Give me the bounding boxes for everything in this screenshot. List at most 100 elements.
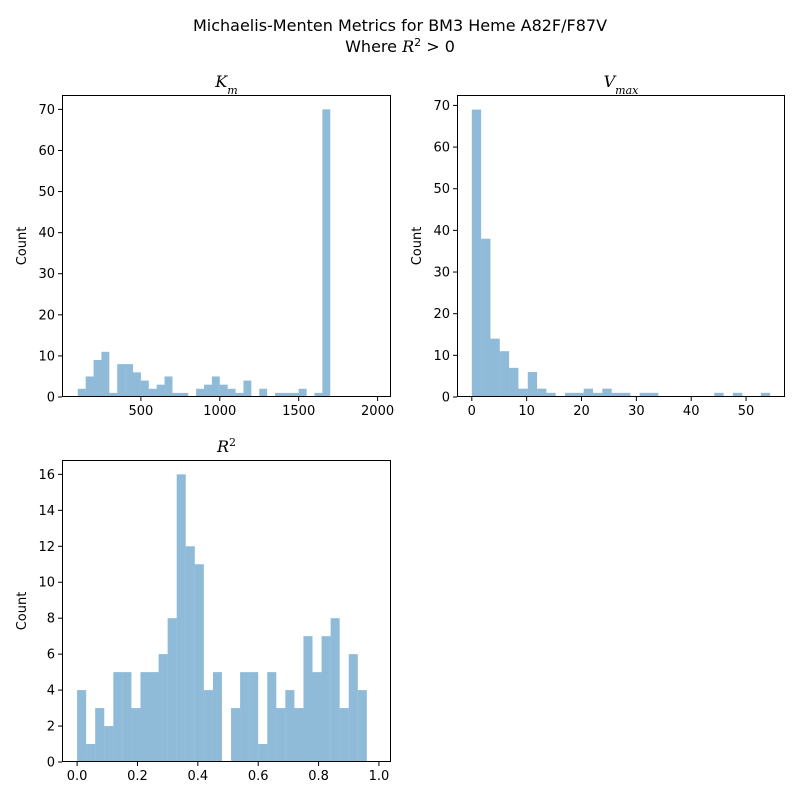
r2-histogram-bar (321, 636, 331, 762)
vmax-y-tick-label: 60 (433, 141, 450, 156)
r2-histogram-bar (339, 708, 349, 762)
r2-histogram-bar (122, 672, 132, 762)
vmax-y-tick-label: 30 (433, 266, 450, 281)
km-y-axis-label: Count (15, 227, 30, 266)
r2-y-axis-label: Count (15, 592, 30, 631)
km-y-tick-label: 60 (38, 144, 55, 159)
r2-histogram-bar (149, 672, 159, 762)
r2-histogram-bar (231, 708, 241, 762)
r2-panel-title: R2 (216, 436, 236, 457)
km-histogram-bar (109, 392, 118, 397)
km-x-tick-label: 1500 (282, 404, 315, 419)
r2-y-tick-label: 12 (38, 540, 55, 555)
figure-title-prefix: Where (345, 37, 402, 56)
km-histogram-bar (77, 388, 86, 397)
r2-histogram-bar (86, 744, 96, 762)
vmax-y-tick-label: 50 (433, 182, 450, 197)
km-y-tick-label: 30 (38, 267, 55, 282)
r2-x-tick-label: 0.0 (67, 769, 88, 784)
km-histogram-bar (156, 384, 165, 397)
km-histogram-bar (282, 392, 291, 397)
r2-histogram-bar (312, 672, 322, 762)
vmax-histogram-bar (714, 392, 724, 397)
r2-histogram-bar (203, 690, 213, 762)
r2-histogram-bar (276, 708, 286, 762)
vmax-histogram-bar (546, 392, 556, 397)
km-x-tick-label: 2000 (361, 404, 394, 419)
vmax-y-tick-label: 40 (433, 224, 450, 239)
vmax-histogram-bar (602, 388, 612, 397)
vmax-x-tick-label: 0 (468, 404, 476, 419)
km-histogram-bar (322, 109, 331, 397)
r2-x-tick-label: 0.6 (248, 769, 269, 784)
km-histogram-bar (290, 392, 299, 397)
r2-histogram-bar (212, 672, 222, 762)
r2-histogram-bar (131, 708, 141, 762)
km-x-tick-label: 500 (128, 404, 153, 419)
vmax-histogram-bar (648, 392, 659, 397)
r2-histogram-bar (240, 672, 250, 762)
km-axes-frame (62, 95, 391, 397)
r2-histogram-bar (194, 564, 204, 762)
vmax-x-tick-label: 20 (573, 404, 590, 419)
r2-y-tick-label: 0 (47, 756, 55, 771)
km-histogram-bar (227, 388, 236, 397)
km-histogram-bar (85, 376, 94, 397)
vmax-panel-title: Vmax (604, 72, 640, 97)
km-histogram-bar (219, 384, 228, 397)
km-y-tick-label: 50 (38, 185, 55, 200)
r2-x-tick-label: 0.2 (127, 769, 148, 784)
km-histogram-bar (140, 380, 149, 397)
vmax-y-tick-label: 10 (433, 349, 450, 364)
r2-histogram-bar (294, 708, 304, 762)
figure-title-suffix: > 0 (421, 37, 455, 56)
r2-axes-frame (62, 460, 391, 762)
vmax-histogram-bar (611, 392, 621, 397)
r2-histogram-bar (167, 618, 177, 762)
km-histogram-bar (101, 351, 110, 397)
vmax-x-tick-label: 40 (683, 404, 700, 419)
r2-y-tick-label: 16 (38, 468, 55, 483)
vmax-y-axis-label: Count (410, 227, 425, 266)
vmax-histogram-bar (481, 238, 491, 397)
r2-histogram-bar (357, 690, 367, 762)
km-histogram-bar (172, 392, 181, 397)
km-y-tick-label: 70 (38, 103, 55, 118)
vmax-histogram-bar (760, 392, 771, 397)
km-histogram-bar (164, 376, 173, 397)
km-histogram-bar (196, 388, 205, 397)
vmax-histogram-bar (732, 392, 743, 397)
r2-histogram-bar (140, 672, 150, 762)
vmax-histogram-bar (583, 388, 594, 397)
r2-x-tick-label: 1.0 (369, 769, 390, 784)
r2-y-tick-label: 2 (47, 720, 55, 735)
r2-x-tick-label: 0.4 (187, 769, 208, 784)
r2-y-tick-label: 10 (38, 576, 55, 591)
vmax-y-tick-label: 70 (433, 99, 450, 114)
km-histogram-bar (148, 388, 157, 397)
panel-r2: 0.0 0.2 0.4 0.6 0.8 1.0 0 2 4 6 8 10 12 14 16 Count R2 (15, 436, 391, 784)
r2-histogram-bar (330, 618, 340, 762)
vmax-histogram-bar (518, 388, 528, 397)
vmax-axes-frame (457, 95, 785, 397)
km-y-tick-label: 10 (38, 349, 55, 364)
r2-y-tick-label: 14 (38, 504, 55, 519)
km-histogram-bar (314, 392, 323, 397)
vmax-x-tick-label: 50 (738, 404, 755, 419)
km-histogram-bar (298, 388, 307, 397)
panel-km: 500 1000 1500 2000 0 10 20 30 40 50 60 70 Count Km (15, 72, 394, 419)
km-x-tick-label: 1000 (203, 404, 236, 419)
vmax-histogram-bar (574, 392, 584, 397)
vmax-histogram-bar (499, 351, 510, 397)
km-y-tick-label: 20 (38, 308, 55, 323)
figure-title-sup: 2 (414, 36, 421, 49)
r2-histogram-bar (104, 726, 114, 762)
r2-histogram-bar (158, 654, 168, 762)
vmax-histogram-bar (621, 392, 631, 397)
r2-histogram-bar (348, 654, 358, 762)
vmax-histogram-bar (639, 392, 649, 397)
vmax-histogram-bar (490, 338, 500, 397)
km-histogram-bar (180, 392, 189, 397)
km-y-tick-label: 0 (47, 391, 55, 406)
